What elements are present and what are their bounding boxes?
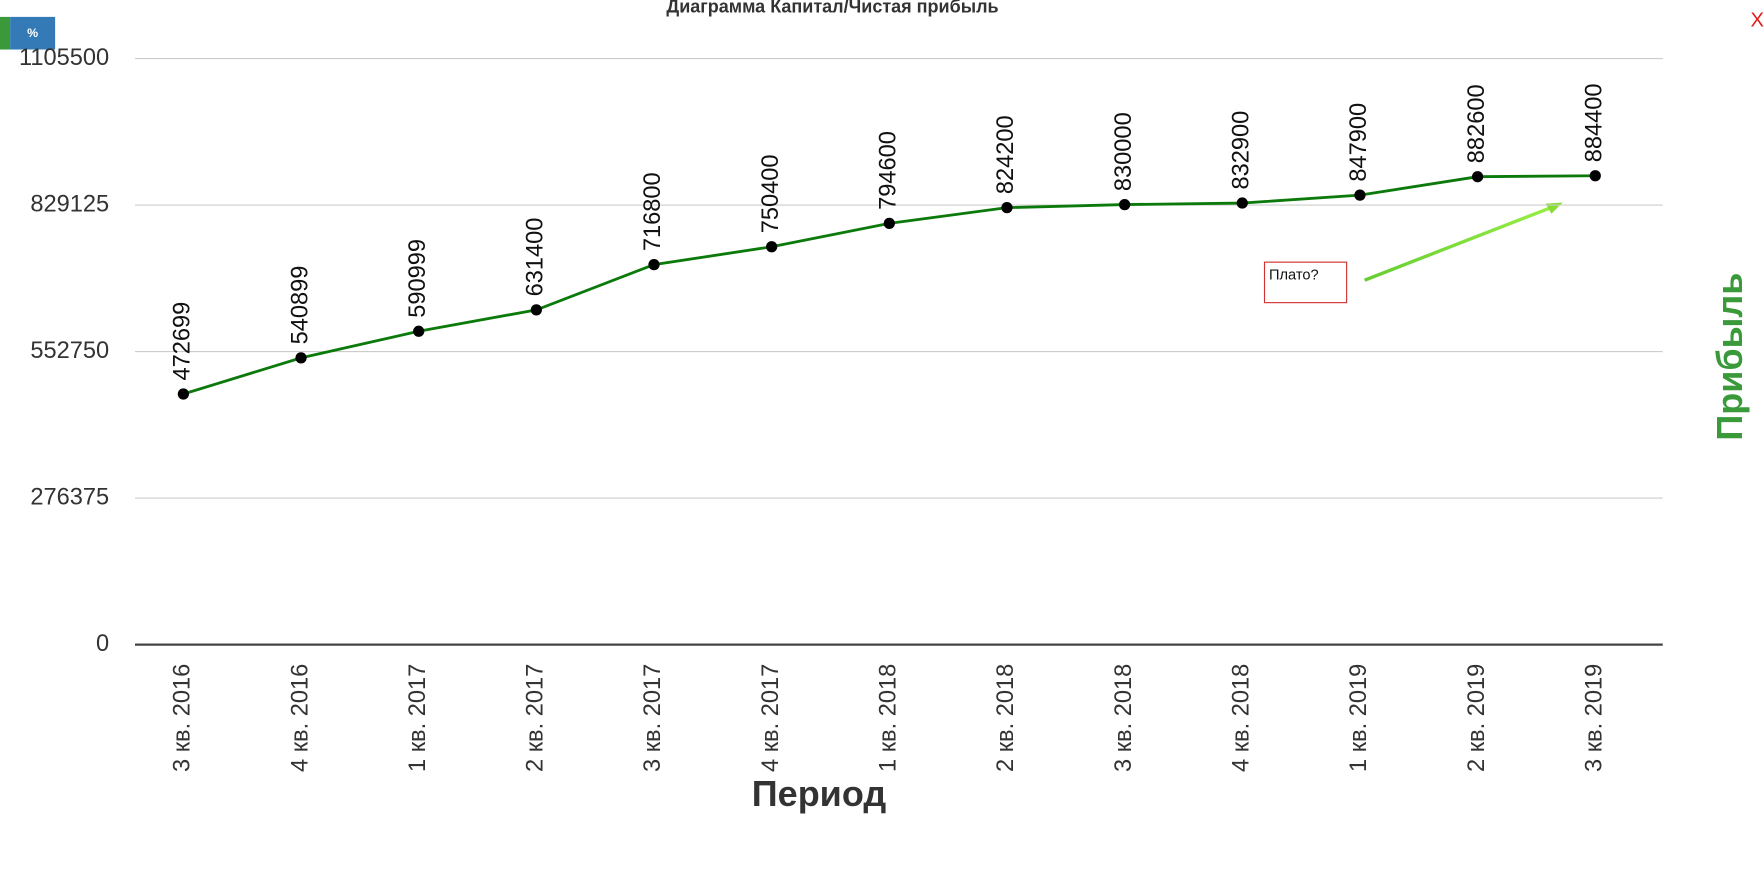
data-label: 884400 xyxy=(1581,83,1607,162)
y-tick-label: 829125 xyxy=(30,191,109,217)
data-label: 830000 xyxy=(1111,112,1137,191)
y-tick-label: 1105500 xyxy=(19,45,109,71)
y-tick-label: 0 xyxy=(96,631,109,657)
marker xyxy=(1001,202,1013,214)
marker xyxy=(295,352,307,364)
data-label: 847900 xyxy=(1346,103,1372,182)
data-label: 716800 xyxy=(640,172,666,251)
marker xyxy=(413,325,425,337)
x-tick-label: 2 кв. 2017 xyxy=(523,664,549,772)
x-tick-label: 4 кв. 2018 xyxy=(1229,664,1255,772)
marker xyxy=(177,388,189,400)
data-label: 832900 xyxy=(1229,111,1255,190)
marker xyxy=(648,258,660,271)
x-tick-label: 4 кв. 2016 xyxy=(287,664,313,772)
annotation-text: Плато? xyxy=(1269,268,1319,284)
marker xyxy=(530,304,542,316)
marker xyxy=(766,241,778,253)
close-button[interactable]: X xyxy=(1750,10,1764,32)
marker xyxy=(883,217,895,229)
annotation-box xyxy=(1263,261,1348,304)
annotation-arrowhead xyxy=(1545,202,1563,214)
x-tick-label: 1 кв. 2019 xyxy=(1346,664,1372,772)
marker xyxy=(1589,170,1601,182)
x-tick-label: 2 кв. 2019 xyxy=(1464,664,1490,772)
chart-title: Диаграмма Капитал/Чистая прибыль xyxy=(666,0,998,17)
x-tick-label: 3 кв. 2017 xyxy=(640,664,666,772)
data-label: 882600 xyxy=(1464,84,1490,163)
x-tick-label: 4 кв. 2017 xyxy=(758,664,784,772)
x-tick-label: 1 кв. 2017 xyxy=(405,664,431,772)
marker xyxy=(1471,171,1484,183)
x-tick-label: 2 кв. 2018 xyxy=(993,664,1019,772)
marker xyxy=(1236,197,1248,209)
x-tick-label: 3 кв. 2016 xyxy=(170,664,196,772)
side-button[interactable] xyxy=(0,16,11,50)
data-label: 590999 xyxy=(405,239,431,318)
data-label: 794600 xyxy=(876,131,902,210)
marker xyxy=(1119,198,1131,211)
data-label: 824200 xyxy=(993,115,1019,194)
data-label: 472699 xyxy=(170,302,196,381)
data-label: 631400 xyxy=(523,218,549,297)
y-tick-label: 276375 xyxy=(30,484,109,510)
marker xyxy=(1354,189,1366,201)
y-tick-label: 552750 xyxy=(30,338,109,364)
x-tick-label: 3 кв. 2019 xyxy=(1581,664,1607,772)
percent-button-label[interactable]: % xyxy=(27,26,38,40)
data-label: 750400 xyxy=(758,154,784,233)
x-tick-label: 1 кв. 2018 xyxy=(876,664,902,772)
percent-button[interactable] xyxy=(10,16,56,50)
y-axis-label: Прибыль xyxy=(1709,273,1750,441)
data-label: 540899 xyxy=(287,266,313,345)
annotation-arrow xyxy=(1364,205,1554,282)
x-axis-label: Период xyxy=(752,773,887,814)
x-tick-label: 3 кв. 2018 xyxy=(1111,664,1137,772)
